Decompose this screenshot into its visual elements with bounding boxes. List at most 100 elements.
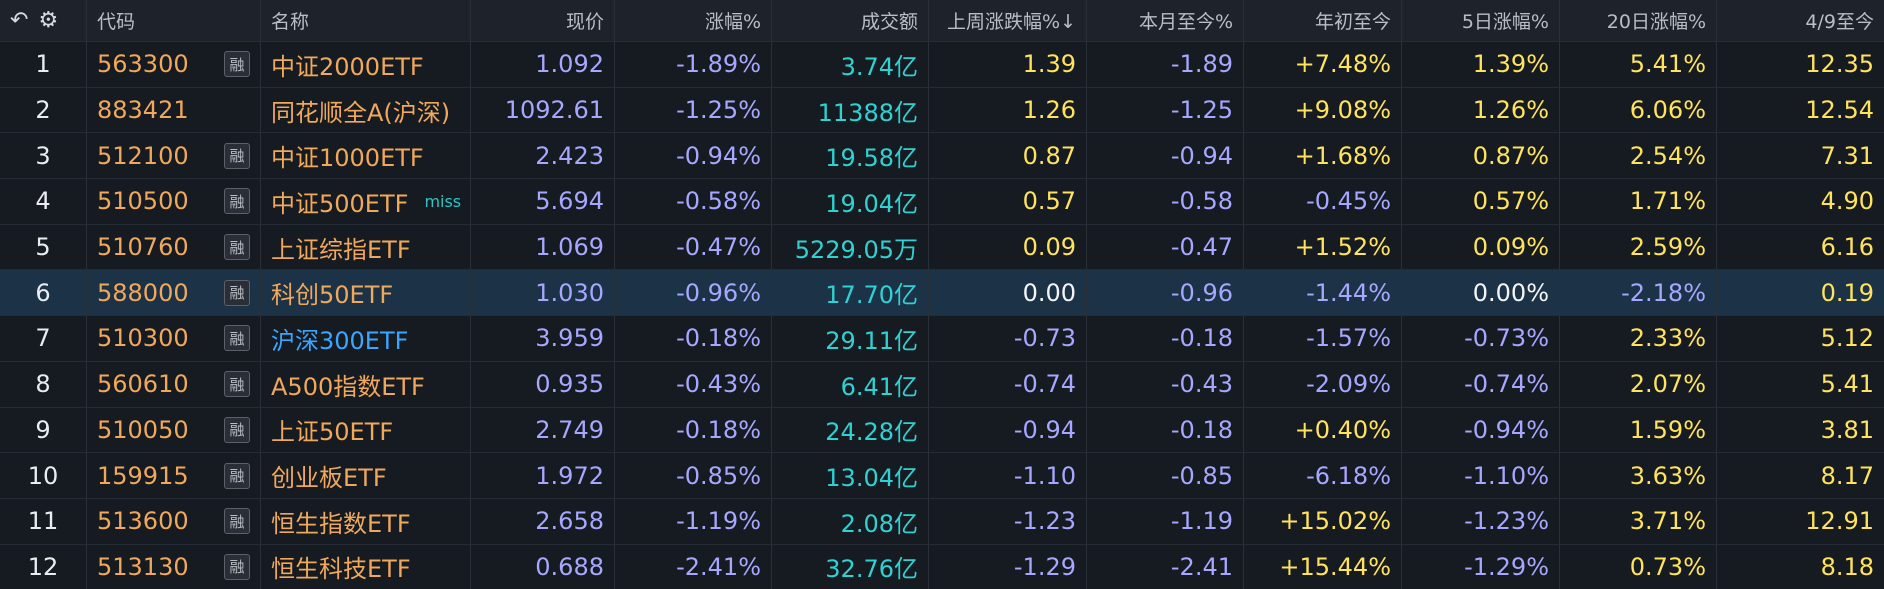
margin-badge: 融 [224, 142, 250, 169]
margin-badge: 融 [224, 325, 250, 352]
header-volume[interactable]: 成交额 [772, 0, 929, 41]
header-month-to-date[interactable]: 本月至今% [1087, 0, 1244, 41]
table-row-selected[interactable]: 6 588000 融 科创50ETF 1.030 -0.96% 17.70亿 0.… [0, 269, 1884, 316]
header-price[interactable]: 现价 [471, 0, 615, 41]
five-day: 0.87% [1402, 133, 1560, 179]
last-week: 0.57 [929, 179, 1087, 224]
table-row[interactable]: 4 510500 融 中证500ETF miss 5.694 -0.58% 19.0… [0, 178, 1884, 224]
volume: 2.08亿 [772, 498, 929, 544]
twenty-day: 0.73% [1560, 544, 1717, 589]
since-date: 8.17 [1820, 461, 1874, 490]
year-to-date: +9.08% [1244, 87, 1402, 133]
code: 588000 [97, 278, 189, 307]
twenty-day: 3.71% [1560, 498, 1717, 544]
name-cell: A500指数ETF [261, 361, 471, 407]
month-to-date: -0.18 [1087, 316, 1244, 361]
month-to-date: -1.19 [1087, 498, 1244, 544]
table-row[interactable]: 9 510050 融 上证50ETF 2.749 -0.18% 24.28亿 -0… [0, 406, 1884, 453]
refresh-icon[interactable]: ↶ [10, 7, 29, 33]
margin-badge: 融 [224, 234, 250, 261]
header-twenty-day[interactable]: 20日涨幅% [1560, 0, 1717, 41]
five-day: -1.10% [1402, 453, 1560, 498]
margin-badge: 融 [224, 188, 250, 215]
row-index: 7 [0, 316, 87, 361]
volume: 17.70亿 [772, 270, 929, 316]
code-cell: 560610 融 [87, 361, 261, 407]
change: -0.47% [615, 224, 772, 270]
header-five-day[interactable]: 5日涨幅% [1402, 0, 1560, 41]
twenty-day: -2.18% [1560, 270, 1717, 316]
change: -1.25% [615, 87, 772, 133]
row-index: 5 [0, 224, 87, 270]
code: 883421 [97, 96, 189, 125]
code: 560610 [97, 370, 189, 399]
year-to-date: +0.40% [1244, 407, 1402, 453]
volume: 3.74亿 [772, 42, 929, 87]
row-index: 6 [0, 270, 87, 316]
last-week: 0.87 [929, 133, 1087, 179]
code: 563300 [97, 50, 189, 79]
change: -0.43% [615, 361, 772, 407]
table-body: 1 563300 融 中证2000ETF 1.092 -1.89% 3.74亿 1… [0, 41, 1884, 589]
twenty-day: 2.33% [1560, 316, 1717, 361]
margin-badge: 融 [224, 371, 250, 398]
header-change[interactable]: 涨幅% [615, 0, 772, 41]
volume: 19.04亿 [772, 179, 929, 224]
change: -0.94% [615, 133, 772, 179]
code: 510500 [97, 187, 189, 216]
header-year-to-date[interactable]: 年初至今 [1244, 0, 1402, 41]
row-index: 3 [0, 133, 87, 179]
margin-badge: 融 [224, 462, 250, 489]
header-name[interactable]: 名称 [261, 0, 471, 41]
five-day: -1.29% [1402, 544, 1560, 589]
table-row[interactable]: 1 563300 融 中证2000ETF 1.092 -1.89% 3.74亿 1… [0, 41, 1884, 87]
price: 2.423 [471, 133, 615, 179]
margin-badge: 融 [224, 416, 250, 443]
name-cell: 同花顺全A(沪深) [261, 87, 471, 133]
table-row[interactable]: 5 510760 融 上证综指ETF 1.069 -0.47% 5229.05万 … [0, 223, 1884, 270]
table-row[interactable]: 2 883421 同花顺全A(沪深) 1092.61 -1.25% 11388亿… [0, 86, 1884, 133]
price: 0.935 [471, 361, 615, 407]
year-to-date: +1.68% [1244, 133, 1402, 179]
twenty-day: 5.41% [1560, 42, 1717, 87]
table-row[interactable]: 3 512100 融 中证1000ETF 2.423 -0.94% 19.58亿 … [0, 132, 1884, 179]
last-week: -1.29 [929, 544, 1087, 589]
code-cell: 563300 融 [87, 42, 261, 87]
table-row[interactable]: 11 513600 融 恒生指数ETF 2.658 -1.19% 2.08亿 -1… [0, 497, 1884, 544]
gear-icon[interactable]: ⚙ [38, 7, 59, 33]
code: 510300 [97, 324, 189, 353]
price: 5.694 [471, 179, 615, 224]
price: 1.030 [471, 270, 615, 316]
five-day: -0.94% [1402, 407, 1560, 453]
price: 0.688 [471, 544, 615, 589]
header-code[interactable]: 代码 [87, 0, 261, 41]
table-row[interactable]: 12 513130 融 恒生科技ETF 0.688 -2.41% 32.76亿 -… [0, 543, 1884, 589]
code-cell: 513600 融 [87, 498, 261, 544]
twenty-day: 2.54% [1560, 133, 1717, 179]
table-row[interactable]: 10 159915 融 创业板ETF 1.972 -0.85% 13.04亿 -1… [0, 452, 1884, 498]
table-row[interactable]: 7 510300 融 沪深300ETF 3.959 -0.18% 29.11亿 -… [0, 315, 1884, 361]
table-row[interactable]: 8 560610 融 A500指数ETF 0.935 -0.43% 6.41亿 -… [0, 360, 1884, 407]
since-date: 5.41 [1820, 370, 1874, 399]
name-cell: 中证500ETF miss [261, 179, 471, 224]
row-index: 1 [0, 42, 87, 87]
row-index: 2 [0, 87, 87, 133]
code: 513130 [97, 552, 189, 581]
header-tools: ↶ ⚙ [0, 0, 87, 41]
header-since-date[interactable]: 4/9至今 [1805, 11, 1874, 33]
twenty-day: 2.07% [1560, 361, 1717, 407]
code-cell: 159915 融 [87, 453, 261, 498]
header-last-week[interactable]: 上周涨跌幅%↓ [929, 0, 1087, 41]
last-week: -0.74 [929, 361, 1087, 407]
table-header: ↶ ⚙ 代码 名称 现价 涨幅% 成交额 上周涨跌幅%↓ 本月至今% 年初至今 … [0, 0, 1884, 41]
code-cell: 513130 融 [87, 544, 261, 589]
since-date: 12.35 [1805, 50, 1874, 79]
volume: 5229.05万 [772, 224, 929, 270]
last-week: -1.10 [929, 453, 1087, 498]
price: 2.749 [471, 407, 615, 453]
five-day: -0.73% [1402, 316, 1560, 361]
month-to-date: -0.96 [1087, 270, 1244, 316]
last-week: -0.73 [929, 316, 1087, 361]
price: 1.092 [471, 42, 615, 87]
since-date: 7.31 [1820, 141, 1874, 170]
